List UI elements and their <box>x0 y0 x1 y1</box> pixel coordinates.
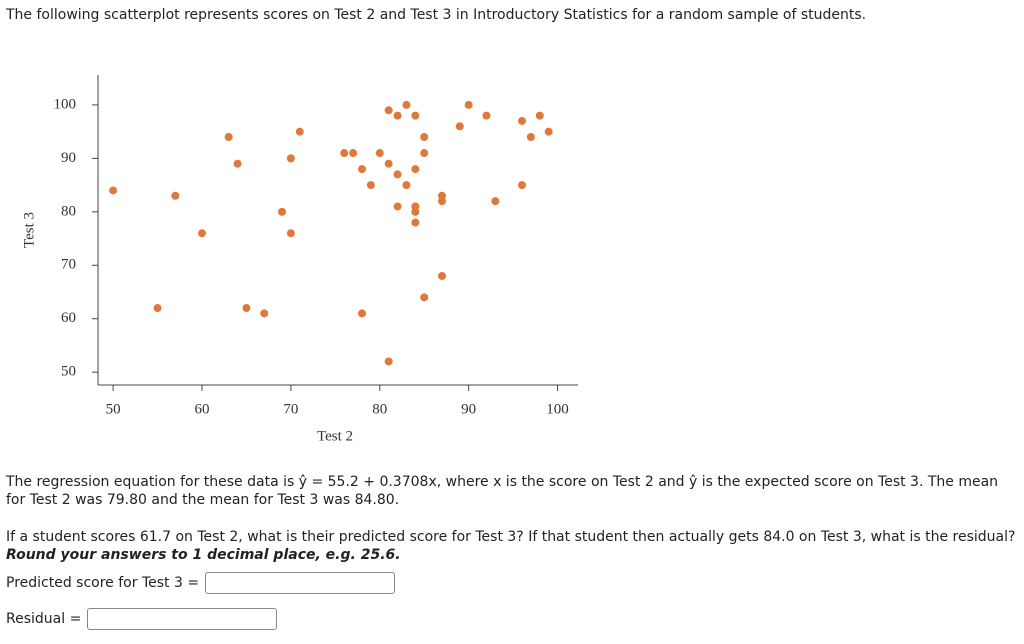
point <box>393 170 402 179</box>
x-tick-label: 70 <box>283 401 298 417</box>
point <box>349 149 358 158</box>
point <box>526 133 535 141</box>
y-tick-label: 50 <box>61 364 76 380</box>
x-tick-label: 90 <box>461 401 476 417</box>
paragraph: If a student scores 61.7 on Test 2, what… <box>6 528 1016 564</box>
point <box>242 304 251 313</box>
point <box>366 181 375 190</box>
point <box>411 218 420 227</box>
point <box>153 304 162 313</box>
point <box>438 271 446 280</box>
point <box>518 116 526 125</box>
point <box>420 133 429 141</box>
point <box>384 159 393 168</box>
field-label: Residual = <box>6 611 82 627</box>
point <box>420 149 429 158</box>
point <box>286 229 295 238</box>
point <box>340 149 349 158</box>
point <box>535 111 544 120</box>
point <box>402 181 411 190</box>
point <box>358 309 366 318</box>
point <box>544 127 553 136</box>
point <box>109 186 118 195</box>
point <box>278 207 286 216</box>
y-tick-label: 80 <box>61 203 76 219</box>
y-tick-label: 100 <box>54 96 77 112</box>
answer-input[interactable] <box>87 608 278 630</box>
y-axis-label: Test 3 <box>21 212 37 248</box>
x-tick-label: 80 <box>372 401 387 417</box>
point <box>464 100 473 109</box>
point <box>260 309 269 318</box>
point <box>286 154 295 163</box>
point <box>358 165 366 174</box>
point <box>455 122 464 131</box>
point <box>295 127 304 136</box>
point <box>198 229 206 238</box>
field-label: Predicted score for Test 3 = <box>6 575 200 591</box>
point <box>438 197 446 206</box>
point <box>393 111 402 120</box>
point <box>518 181 526 190</box>
point <box>384 106 393 115</box>
x-tick-label: 50 <box>106 401 121 417</box>
point <box>233 159 242 168</box>
point <box>411 207 420 216</box>
x-tick-label: 100 <box>546 401 569 417</box>
paragraph: The regression equation for these data i… <box>6 474 999 508</box>
point <box>224 133 233 141</box>
point <box>411 111 420 120</box>
point <box>393 202 402 211</box>
intro: The following scatterplot represents sco… <box>6 7 867 23</box>
question-text: If a student scores 61.7 on Test 2, what… <box>6 529 1016 545</box>
point <box>384 357 393 366</box>
chart: Test 2 Test 3 50 60 70 80 90 100 50 60 70 80 90 100 <box>21 75 578 444</box>
point <box>411 165 420 174</box>
y-tick-label: 90 <box>61 150 76 166</box>
field-row: Residual = <box>6 608 278 630</box>
point <box>402 100 411 109</box>
y-tick-label: 70 <box>61 257 76 273</box>
instruction: Round your answers to 1 decimal place, e… <box>6 547 401 563</box>
point <box>491 197 500 206</box>
field-row: Predicted score for Test 3 = <box>6 572 396 594</box>
x-tick-label: 60 <box>195 401 210 417</box>
answer-input[interactable] <box>205 572 396 594</box>
point <box>420 293 429 302</box>
x-axis-label: Test 2 <box>317 428 353 444</box>
point <box>482 111 491 120</box>
point <box>375 149 384 158</box>
y-tick-label: 60 <box>61 310 76 326</box>
point <box>171 191 180 200</box>
